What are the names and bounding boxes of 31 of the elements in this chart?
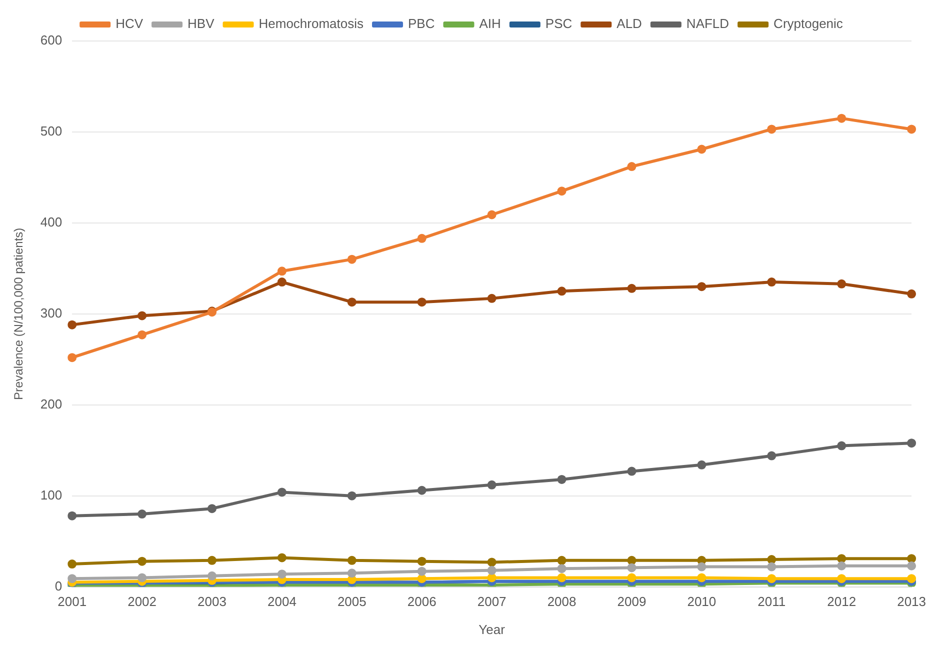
legend-label: PSC bbox=[545, 16, 572, 32]
x-tick-label: 2005 bbox=[337, 594, 366, 610]
x-tick-label: 2010 bbox=[687, 594, 716, 610]
legend-label: Cryptogenic bbox=[774, 16, 844, 32]
y-tick-label: 100 bbox=[40, 487, 62, 502]
x-tick-label: 2008 bbox=[547, 594, 576, 610]
x-tick-label: 2009 bbox=[617, 594, 646, 610]
x-tick-label: 2007 bbox=[477, 594, 506, 610]
x-tick-label: 2011 bbox=[758, 594, 786, 610]
x-tick-label: 2002 bbox=[128, 594, 157, 610]
x-axis-title: Year bbox=[478, 622, 506, 637]
x-tick-label: 2003 bbox=[198, 594, 226, 610]
y-tick-label: 0 bbox=[54, 578, 62, 594]
legend-label: AIH bbox=[479, 16, 501, 32]
y-tick-label: 400 bbox=[40, 214, 62, 230]
y-tick-label: 300 bbox=[40, 305, 62, 320]
x-tick-label: 2001 bbox=[58, 594, 87, 610]
y-tick-label: 500 bbox=[40, 124, 62, 139]
legend-label: NAFLD bbox=[686, 16, 730, 32]
y-tick-label: 600 bbox=[40, 32, 62, 48]
y-tick-label: 200 bbox=[40, 396, 62, 412]
legend-label: HBV bbox=[188, 16, 215, 32]
x-tick-label: 2013 bbox=[897, 594, 926, 610]
x-tick-label: 2012 bbox=[827, 594, 856, 610]
x-tick-label: 2006 bbox=[407, 594, 436, 610]
legend-label: HCV bbox=[116, 16, 144, 32]
legend-label: ALD bbox=[616, 16, 642, 32]
legend-label: PBC bbox=[408, 16, 435, 32]
y-axis-title: Prevalence (N/100,000 patients) bbox=[12, 228, 26, 400]
x-tick-label: 2004 bbox=[267, 594, 296, 610]
legend-label: Hemochromatosis bbox=[258, 16, 364, 32]
